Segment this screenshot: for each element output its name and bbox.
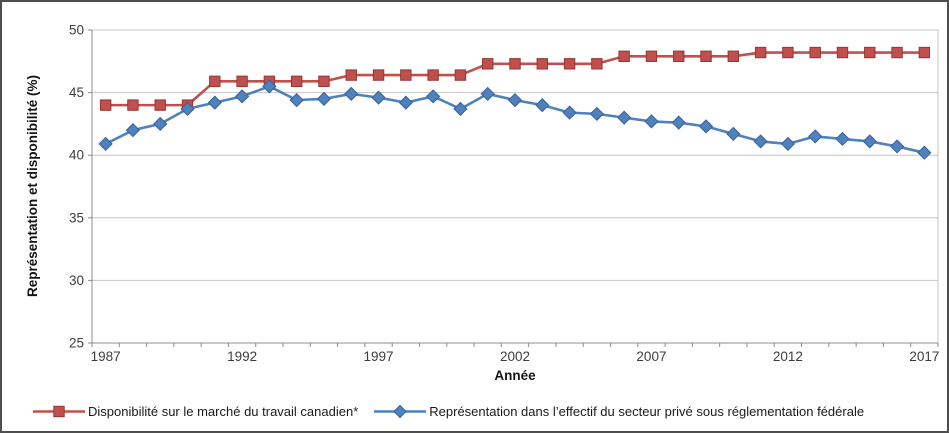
data-point-marker-representation — [262, 79, 277, 94]
data-point-marker-availability — [345, 69, 357, 81]
chart-legend: Disponibilité sur le marché du travail c… — [2, 397, 947, 425]
diamond-legend-marker-icon — [374, 404, 427, 418]
x-axis-title: Année — [494, 368, 536, 383]
data-point-marker-availability — [673, 50, 685, 62]
data-point-marker-availability — [482, 58, 494, 70]
data-point-marker-representation — [862, 134, 877, 149]
data-point-marker-availability — [864, 46, 876, 59]
data-point-marker-availability — [209, 75, 221, 88]
data-point-marker-availability — [700, 50, 712, 62]
data-point-marker-availability — [645, 50, 658, 62]
data-point-marker-availability — [236, 75, 248, 88]
data-point-marker-representation — [617, 110, 632, 125]
data-point-marker-representation — [180, 101, 195, 116]
data-point-marker-availability — [154, 99, 166, 111]
data-point-marker-representation — [698, 119, 714, 134]
data-point-marker-representation — [98, 136, 113, 152]
data-point-marker-representation — [562, 105, 577, 120]
y-tick-label: 45 — [69, 85, 84, 100]
data-point-marker-availability — [127, 99, 139, 111]
data-point-marker-availability — [618, 50, 630, 62]
data-point-marker-representation — [453, 101, 468, 116]
data-point-marker-availability — [99, 99, 112, 111]
data-point-marker-representation — [644, 114, 659, 129]
data-point-marker-representation — [125, 123, 141, 138]
data-point-marker-availability — [918, 46, 931, 59]
data-point-marker-representation — [153, 116, 168, 132]
data-point-marker-availability — [400, 69, 412, 81]
data-point-marker-representation — [889, 139, 905, 154]
legend-item-availability: Disponibilité sur le marché du travail c… — [33, 404, 358, 419]
legend-label: Représentation dans l’effectif du secteu… — [429, 403, 865, 419]
data-point-marker-representation — [289, 93, 304, 108]
data-point-marker-availability — [754, 46, 767, 59]
legend-item-representation: Représentation dans l’effectif du secteu… — [374, 404, 864, 419]
legend-label: Disponibilité sur le marché du travail c… — [88, 403, 359, 419]
x-tick-label: 2002 — [500, 349, 530, 364]
data-point-marker-representation — [671, 115, 686, 130]
square-legend-marker-icon — [33, 405, 85, 417]
line-chart-canvas: 25 30 35 40 45 50 1987 1992 1997 2002 2007 2012 2017… — [25, 23, 939, 384]
data-point-marker-availability — [563, 58, 576, 70]
x-tick-label: 2017 — [909, 349, 939, 364]
data-point-marker-representation — [207, 95, 222, 110]
x-tick-label: 2012 — [773, 349, 803, 364]
x-tick-label: 2007 — [636, 349, 666, 364]
y-tick-label: 30 — [69, 273, 84, 288]
y-tick-label: 50 — [69, 23, 84, 38]
y-axis-title: Représentation et disponibilité (%) — [25, 75, 40, 297]
y-tick-label: 40 — [69, 148, 84, 163]
data-point-marker-availability — [836, 46, 849, 59]
data-point-marker-availability — [372, 69, 385, 81]
data-point-marker-availability — [891, 46, 903, 59]
x-tick-label: 1987 — [91, 349, 121, 364]
data-point-marker-availability — [290, 75, 303, 88]
data-point-marker-availability — [536, 58, 548, 70]
data-point-marker-representation — [426, 89, 441, 104]
data-point-marker-availability — [591, 58, 603, 70]
data-point-marker-availability — [509, 58, 521, 70]
data-point-marker-representation — [371, 90, 386, 105]
x-tick-label: 1997 — [364, 349, 394, 364]
data-point-marker-representation — [535, 98, 550, 113]
data-point-marker-availability — [727, 50, 740, 62]
data-point-marker-availability — [809, 46, 821, 59]
data-point-marker-representation — [780, 136, 796, 152]
data-point-marker-representation — [398, 95, 413, 110]
data-point-marker-representation — [726, 126, 741, 142]
data-point-marker-representation — [316, 91, 332, 106]
data-point-marker-representation — [344, 86, 359, 101]
data-point-marker-availability — [782, 46, 794, 59]
y-tick-label: 25 — [69, 336, 84, 351]
data-point-marker-representation — [589, 106, 604, 121]
data-point-marker-representation — [234, 89, 250, 104]
data-point-marker-availability — [427, 69, 439, 81]
data-point-marker-representation — [808, 129, 823, 144]
data-point-marker-representation — [917, 145, 932, 160]
data-point-marker-availability — [318, 75, 330, 88]
data-point-marker-representation — [753, 134, 768, 149]
data-point-marker-representation — [835, 131, 850, 147]
data-point-marker-representation — [507, 93, 523, 108]
y-tick-label: 35 — [69, 210, 84, 225]
data-point-marker-availability — [454, 69, 467, 81]
x-tick-label: 1992 — [227, 349, 257, 364]
data-point-marker-representation — [480, 86, 495, 101]
